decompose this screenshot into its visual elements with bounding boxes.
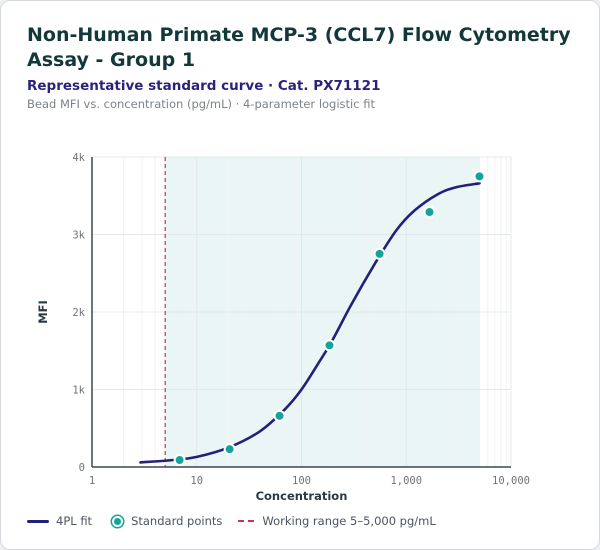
chart-axes — [91, 157, 511, 468]
standard-point — [223, 443, 236, 456]
y-axis-title: MFI — [36, 300, 50, 324]
legend-item-points: Standard points — [108, 514, 222, 528]
x-tick-label: 1 — [89, 475, 95, 487]
y-tick-label: 1k — [72, 385, 85, 397]
chart-caption: Bead MFI vs. concentration (pg/mL) · 4-p… — [27, 97, 375, 111]
x-tick-label: 10 — [190, 475, 203, 487]
standard-point — [373, 247, 386, 260]
legend-label-fit: 4PL fit — [56, 514, 93, 528]
y-tick-label: 0 — [79, 462, 85, 474]
legend-dot-swatch — [112, 515, 124, 527]
x-tick-label: 10,000 — [492, 475, 530, 487]
standard-point — [173, 454, 186, 467]
standard-points — [173, 170, 486, 467]
chart-title: Non-Human Primate MCP-3 (CCL7) Flow Cyto… — [27, 24, 571, 71]
y-tick-label: 4k — [72, 152, 85, 164]
y-tick-labels: 0 1k 2k 3k 4k — [72, 152, 85, 474]
legend-label-range: Working range 5–5,000 pg/mL — [262, 514, 436, 528]
chart-subtitle: Representative standard curve · Cat. PX7… — [27, 78, 381, 94]
standard-point — [473, 170, 486, 183]
legend-item-fit: 4PL fit — [27, 514, 92, 528]
chart-legend: 4PL fit Standard points Working range 5–… — [27, 514, 452, 528]
standard-point — [323, 339, 336, 352]
standard-point — [423, 206, 436, 219]
legend-label-points: Standard points — [131, 514, 223, 528]
y-tick-label: 3k — [72, 230, 85, 242]
x-axis-title: Concentration — [256, 489, 348, 503]
x-tick-label: 1,000 — [390, 475, 422, 487]
x-tick-labels: 1 10 100 1,000 10,000 — [89, 475, 530, 487]
y-tick-label: 2k — [72, 307, 85, 319]
legend-dash-swatch — [238, 520, 255, 522]
x-tick-label: 100 — [292, 475, 311, 487]
standard-point — [273, 409, 286, 422]
legend-item-range: Working range 5–5,000 pg/mL — [238, 514, 436, 528]
legend-line-swatch — [27, 519, 49, 523]
